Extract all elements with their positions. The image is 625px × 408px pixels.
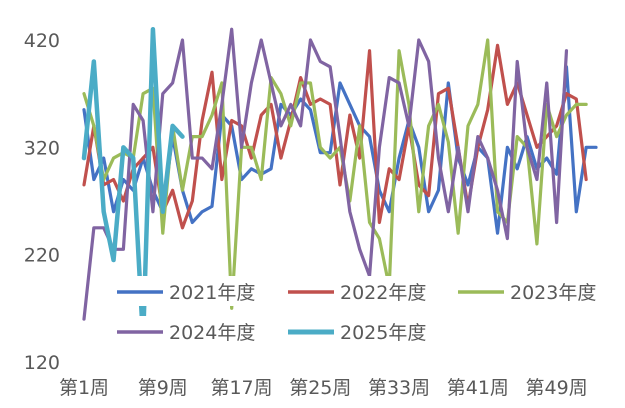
x-tick-label: 第33周 — [368, 377, 430, 399]
series-line-2 — [82, 43, 588, 230]
y-tick-label: 420 — [24, 30, 60, 52]
legend-label: 2023年度 — [510, 282, 596, 304]
y-tick-label: 320 — [24, 137, 60, 159]
x-tick-label: 第1周 — [59, 377, 109, 399]
legend-item: 2021年度 — [113, 276, 275, 306]
y-axis-ticks: 120 220 320 420 — [24, 30, 60, 374]
x-axis-ticks: 第1周 第9周 第17周 第25周 第33周 第41周 第49周 — [59, 377, 588, 399]
y-tick-label: 120 — [24, 352, 60, 374]
legend-label: 2021年度 — [169, 282, 255, 304]
x-tick-label: 第49周 — [526, 377, 588, 399]
legend: 2021年度 2022年度 2023年度 2024年度 2025年度 — [113, 276, 616, 346]
x-tick-label: 第17周 — [210, 377, 272, 399]
legend-label: 2025年度 — [340, 322, 426, 344]
legend-label: 2022年度 — [340, 282, 426, 304]
series-line-5 — [81, 27, 185, 343]
y-tick-label: 220 — [24, 245, 60, 267]
legend-item: 2025年度 — [284, 316, 446, 346]
x-tick-label: 第25周 — [289, 377, 351, 399]
legend-item: 2024年度 — [113, 316, 275, 346]
x-tick-label: 第41周 — [447, 377, 509, 399]
x-tick-label: 第9周 — [138, 377, 188, 399]
legend-item: 2022年度 — [284, 276, 446, 306]
series-line-4 — [82, 27, 569, 321]
series-lines — [81, 27, 598, 343]
legend-label: 2024年度 — [169, 322, 255, 344]
legend-item: 2023年度 — [454, 276, 616, 306]
